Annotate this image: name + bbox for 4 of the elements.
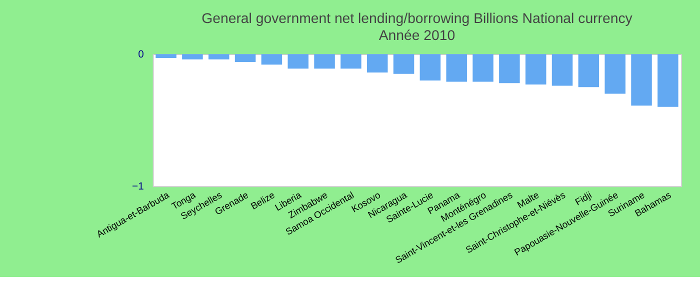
y-tick-label: −1 xyxy=(132,181,144,192)
chart-title: General government net lending/borrowing Billions National currency xyxy=(202,10,634,26)
y-tick-label: 0 xyxy=(138,49,144,60)
chart-subtitle: Année 2010 xyxy=(378,26,456,43)
